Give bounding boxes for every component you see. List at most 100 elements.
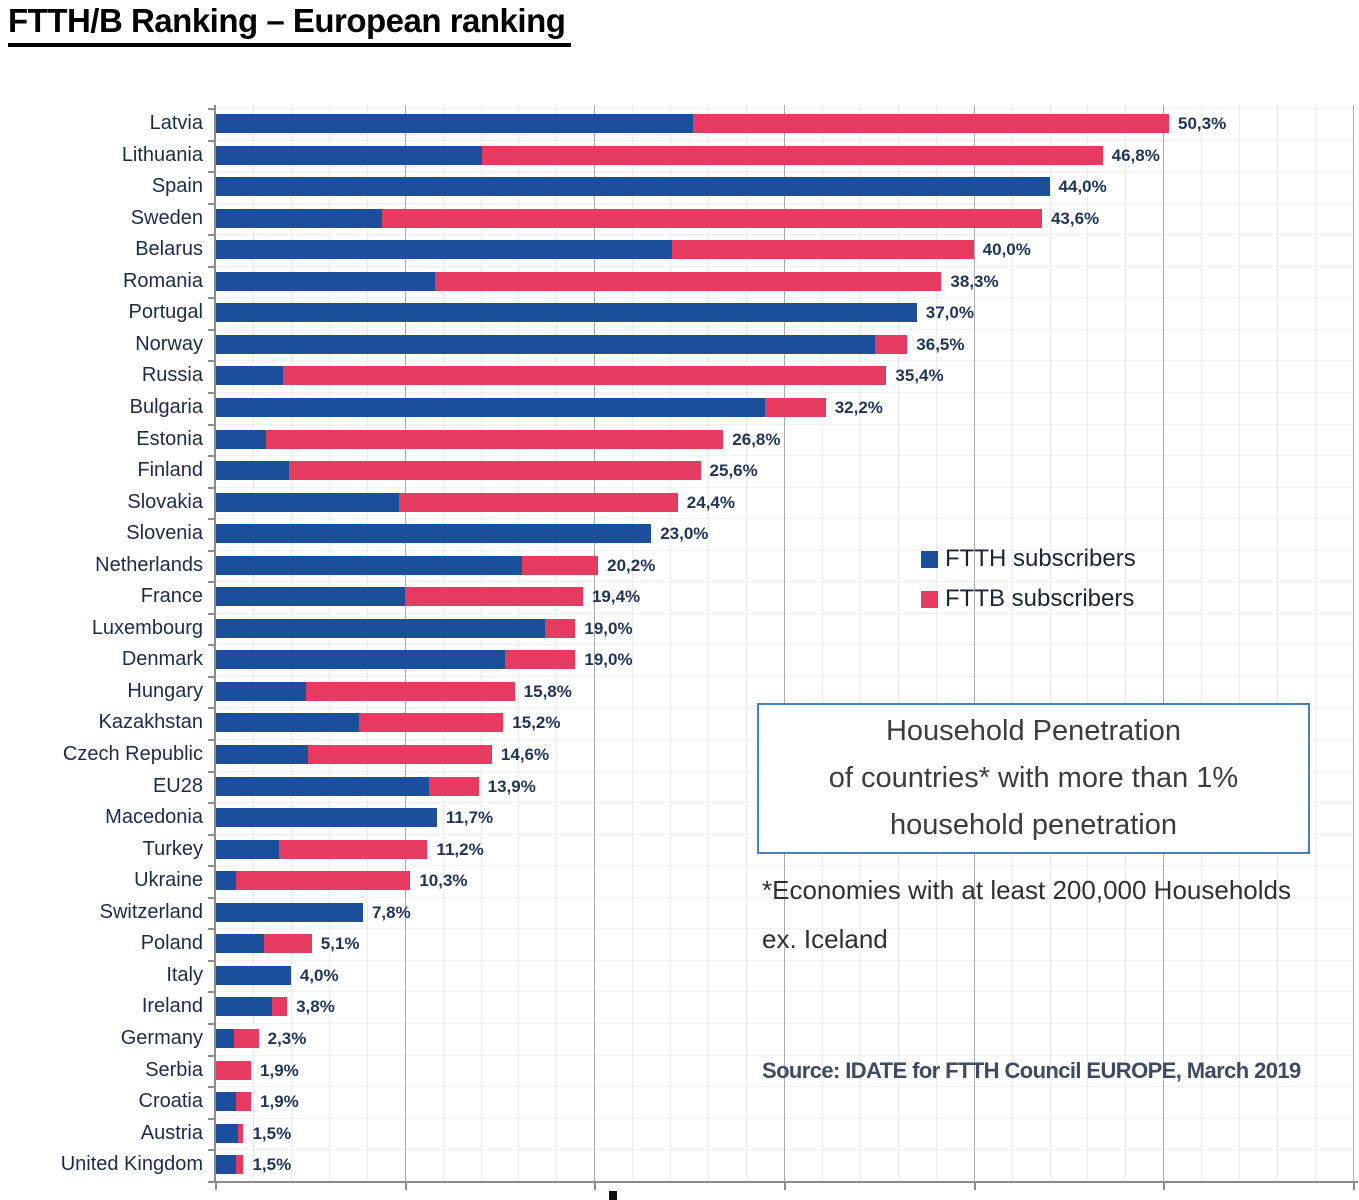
x-axis-tick xyxy=(974,1183,976,1190)
country-label: Spain xyxy=(151,175,203,198)
minor-gridline xyxy=(443,105,444,1181)
value-label: 26,8% xyxy=(732,429,781,449)
y-axis-tick xyxy=(208,612,215,615)
value-label: 15,2% xyxy=(512,713,561,733)
country-label: Slovenia xyxy=(126,522,203,545)
footnote-line: *Economies with at least 200,000 Househo… xyxy=(762,875,1291,905)
country-label: EU28 xyxy=(152,774,203,797)
y-axis-tick xyxy=(208,739,215,741)
value-label: 25,6% xyxy=(709,461,758,481)
minor-gridline xyxy=(936,105,937,1181)
y-axis-tick xyxy=(208,171,215,174)
country-label: Hungary xyxy=(127,679,203,702)
country-label: Belarus xyxy=(135,238,203,261)
bar-segment-fttb xyxy=(307,745,492,764)
minor-gridline xyxy=(860,105,861,1181)
y-axis-tick xyxy=(208,581,215,584)
y-axis-tick xyxy=(208,1149,215,1152)
value-label: 19,0% xyxy=(584,618,633,638)
footnote: *Economies with at least 200,000 Househo… xyxy=(762,866,1291,964)
value-label: 19,0% xyxy=(584,650,633,670)
bar-segment-ftth xyxy=(215,776,430,796)
bar-segment-fttb xyxy=(875,334,908,354)
annotation-line: household penetration xyxy=(889,809,1177,841)
bar-segment-ftth xyxy=(215,555,523,575)
minor-gridline xyxy=(898,105,899,1181)
minor-gridline xyxy=(1277,105,1278,1181)
country-label: Latvia xyxy=(149,112,203,134)
fttb-color-swatch xyxy=(921,590,938,608)
value-label: 10,3% xyxy=(419,871,468,891)
country-label: Croatia xyxy=(138,1090,203,1113)
country-label: Serbia xyxy=(145,1058,203,1081)
bar-segment-fttb xyxy=(264,934,312,954)
bar-segment-fttb xyxy=(381,208,1042,228)
bar-segment-fttb xyxy=(404,587,583,607)
x-axis-tick xyxy=(405,1183,407,1190)
country-label: Austria xyxy=(140,1121,203,1144)
y-axis-tick xyxy=(208,928,215,931)
y-axis-tick xyxy=(208,991,215,994)
y-axis-tick xyxy=(208,297,215,300)
bar-segment-fttb xyxy=(215,1060,252,1080)
minor-gridline xyxy=(746,105,747,1181)
bar-segment-fttb xyxy=(692,114,1170,133)
value-label: 4,0% xyxy=(299,965,339,985)
footnote-line: ex. Iceland xyxy=(762,924,888,954)
country-label: United Kingdom xyxy=(60,1153,203,1176)
annotation-box: Household Penetration of countries* with… xyxy=(757,703,1310,854)
bar-segment-fttb xyxy=(235,1155,244,1175)
minor-gridline xyxy=(1012,105,1013,1181)
y-axis-tick xyxy=(208,265,215,268)
country-label: Portugal xyxy=(128,301,204,324)
minor-gridline xyxy=(1125,105,1126,1181)
page-title: FTTH/B Ranking – European ranking xyxy=(8,2,572,47)
annotation-line: Household Penetration xyxy=(885,715,1182,747)
y-axis-tick xyxy=(208,360,215,363)
country-label: Germany xyxy=(120,1026,203,1049)
y-axis-tick xyxy=(208,865,215,868)
major-gridline xyxy=(594,105,595,1181)
bar-segment-ftth xyxy=(215,1123,238,1143)
bar-segment-ftth xyxy=(215,240,673,260)
country-label: Sweden xyxy=(130,206,203,229)
value-label: 1,5% xyxy=(252,1155,292,1175)
minor-gridline xyxy=(253,105,254,1181)
minor-gridline xyxy=(670,105,671,1181)
x-axis-line xyxy=(208,1181,1358,1183)
country-label: Turkey xyxy=(142,837,203,860)
country-label: Macedonia xyxy=(105,806,203,829)
country-label: Ireland xyxy=(141,995,203,1018)
country-label: Estonia xyxy=(136,427,203,450)
country-label: Kazakhstan xyxy=(98,711,203,734)
value-label: 3,8% xyxy=(296,997,335,1017)
bar-segment-ftth xyxy=(215,303,917,323)
major-gridline xyxy=(1353,105,1354,1181)
minor-gridline xyxy=(329,105,330,1181)
country-label: Romania xyxy=(122,269,203,292)
country-label: Denmark xyxy=(121,648,203,671)
bar-segment-fttb xyxy=(398,492,678,512)
cutoff-axis-label-fragment xyxy=(609,1191,617,1200)
bar-segment-ftth xyxy=(215,1155,236,1175)
y-axis-tick xyxy=(208,486,215,489)
legend-item-ftth: FTTH subscribers xyxy=(921,545,1136,573)
bar-segment-ftth xyxy=(215,1028,234,1048)
major-gridline xyxy=(974,105,975,1181)
bar-segment-ftth xyxy=(215,177,1050,197)
bar-segment-ftth xyxy=(215,618,546,638)
country-label: Norway xyxy=(135,332,203,355)
y-axis-tick xyxy=(208,328,215,331)
y-axis-line xyxy=(214,105,216,1183)
value-label: 1,5% xyxy=(252,1123,292,1143)
major-gridline xyxy=(784,105,785,1181)
bar-segment-fttb xyxy=(279,839,428,859)
country-label: Lithuania xyxy=(121,143,203,166)
value-label: 46,8% xyxy=(1111,145,1160,165)
x-axis-tick xyxy=(1353,1183,1355,1190)
country-label: Switzerland xyxy=(99,900,203,923)
minor-gridline xyxy=(556,105,557,1181)
bar-segment-fttb xyxy=(306,681,515,701)
bar-segment-ftth xyxy=(215,397,766,417)
